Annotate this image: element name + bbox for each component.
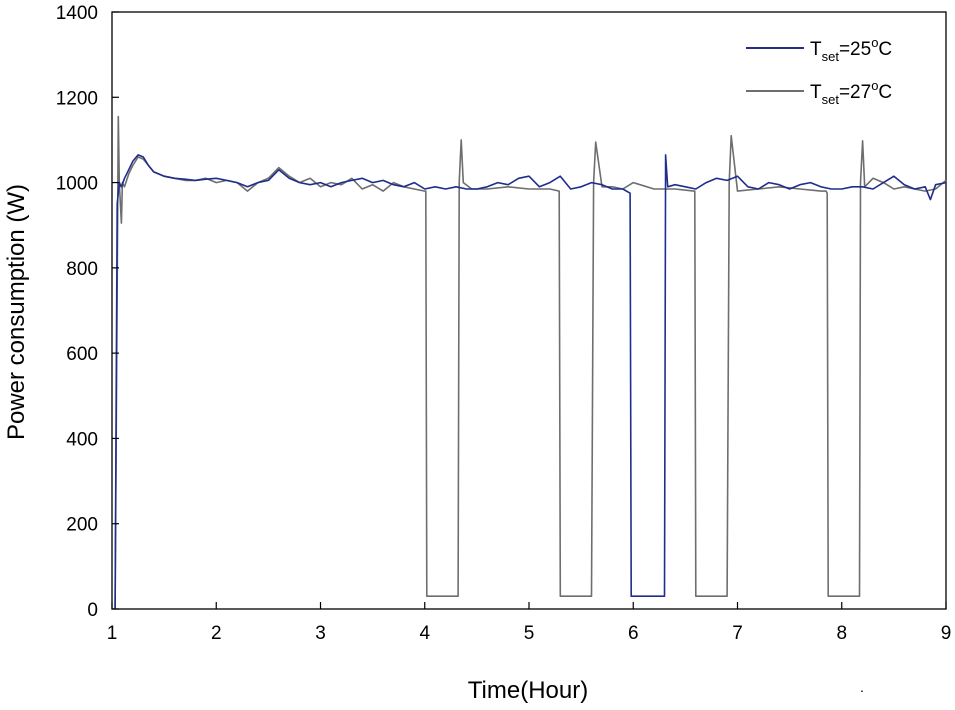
x-axis-ticks: 1 2 3 4 5 6 7 8 9: [107, 602, 952, 644]
y-tick-label: 1200: [56, 88, 98, 109]
x-tick-label: 6: [628, 623, 639, 644]
x-tick-label: 1: [107, 623, 118, 644]
x-tick-label: 3: [315, 623, 326, 644]
legend-label-27-value: =27: [839, 82, 871, 103]
legend-entry-27: Tset=27oC: [746, 78, 892, 107]
x-tick-label: 2: [211, 623, 222, 644]
x-tick-label: 7: [732, 623, 743, 644]
series-line-27: [114, 115, 947, 610]
legend: Tset=25oC Tset=27oC: [746, 35, 892, 107]
x-axis-title: Time(Hour): [468, 677, 588, 704]
legend-label-25: Tset=25oC: [810, 35, 892, 64]
x-tick-label: 8: [836, 623, 847, 644]
legend-label-27-sub: set: [822, 92, 840, 107]
y-tick-label: 1000: [56, 174, 98, 195]
series-layer: [114, 115, 947, 610]
y-axis-ticks: 0 200 400 600 800 1000 1200 1400: [56, 3, 119, 621]
series-line-25: [114, 154, 947, 610]
legend-label-27-degree: o: [871, 78, 878, 93]
legend-label-27: Tset=27oC: [810, 78, 892, 107]
stray-dot-mark: .: [860, 679, 864, 695]
legend-entry-25: Tset=25oC: [746, 35, 892, 64]
legend-label-27-unit: C: [878, 82, 892, 103]
y-tick-label: 1400: [56, 3, 98, 24]
x-tick-label: 9: [941, 623, 952, 644]
x-tick-label: 5: [524, 623, 535, 644]
legend-label-27-main: T: [810, 82, 822, 103]
legend-label-25-degree: o: [871, 35, 878, 50]
y-axis-title: Power consumption (W): [3, 184, 30, 440]
y-tick-label: 600: [66, 344, 98, 365]
legend-label-25-unit: C: [878, 39, 892, 60]
x-tick-label: 4: [419, 623, 430, 644]
y-tick-label: 800: [66, 259, 98, 280]
legend-label-25-sub: set: [822, 49, 840, 64]
y-tick-label: 400: [66, 429, 98, 450]
y-tick-label: 0: [87, 600, 98, 621]
legend-label-25-main: T: [810, 39, 822, 60]
y-tick-label: 200: [66, 515, 98, 536]
legend-label-25-value: =25: [839, 39, 871, 60]
